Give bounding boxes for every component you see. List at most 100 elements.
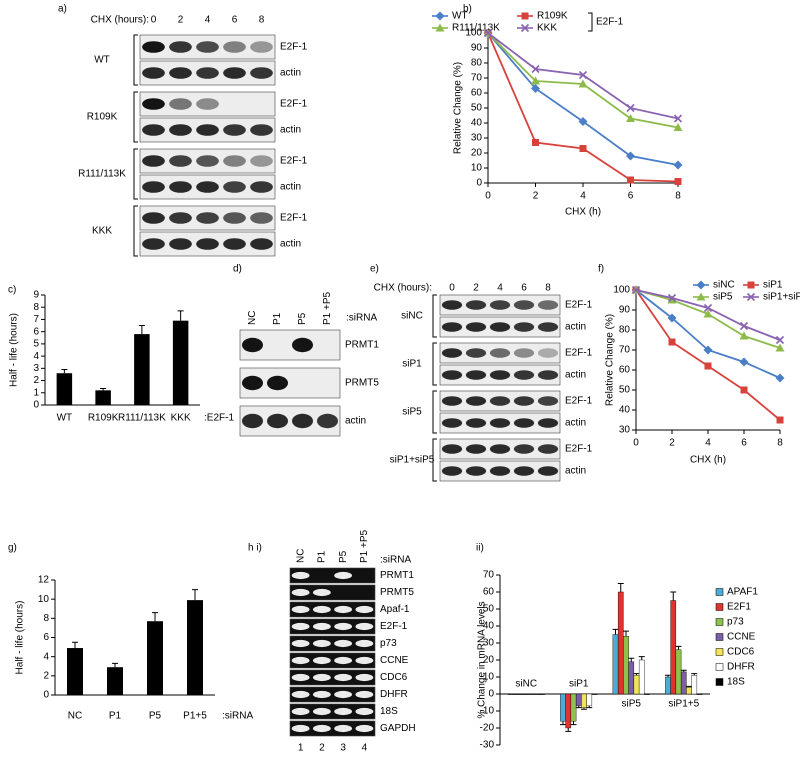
bar [612,634,619,695]
legend-label: 18S [727,677,745,688]
bar [570,693,577,722]
group-label: siP1 [402,359,422,370]
band [441,418,463,428]
band [242,337,263,353]
legend-swatch [715,603,724,611]
error-bar [570,721,577,726]
bar [565,693,572,729]
band [312,588,331,597]
bar [134,334,150,405]
error-bar [623,630,629,637]
x-tick-label: 4 [705,438,711,449]
lane-number: 2 [319,743,325,754]
band [441,396,463,406]
lane-suffix: :siRNA [346,313,377,324]
error-bar [100,388,107,391]
legend-swatch [715,663,724,671]
band [291,588,310,597]
lane-label: 4 [497,283,503,294]
y-tick-label: 20 [471,148,483,159]
y-tick-label: 90 [471,43,483,54]
band [537,300,559,310]
y-tick-label: 6 [33,326,39,337]
error-bar [628,657,635,662]
band [513,370,535,380]
band [334,707,353,716]
y-tick-label: 50 [471,103,483,114]
marker [704,362,712,370]
error-bar [670,591,677,601]
group-label: siNC [401,311,423,322]
row-label: E2F-1 [280,42,308,53]
band [465,348,487,358]
band [267,413,288,429]
y-tick-label: 100 [465,28,482,39]
marker [673,114,683,123]
y-axis-label: Relative Change (%) [605,314,616,406]
lane-label: P5 [338,550,349,563]
y-tick-label: 5 [33,339,39,350]
band [334,656,353,665]
x-tick-label: R109K [88,413,119,424]
band [355,690,374,699]
y-tick-label: 9 [33,290,39,301]
x-tick-label: R111/113K [118,413,166,424]
gel-row [289,635,376,652]
x-tick-label: 4 [580,191,586,202]
lane-label: P1 [317,550,328,563]
marker [578,117,588,126]
y-tick-label: 4 [33,351,39,362]
bar [575,693,582,707]
lane-label: 0 [449,283,455,294]
band [334,673,353,682]
error-bar [633,673,640,676]
legend-label: siP5 [713,292,733,303]
bar [691,675,698,695]
band [537,322,559,332]
category-label: siP5 [622,699,642,710]
y-tick-label: 30 [619,425,631,436]
band [142,98,165,110]
row-label: actin [565,466,586,477]
y-tick-label: 0 [33,400,39,411]
band [169,155,192,167]
row-label: E2F-1 [565,348,593,359]
group-bracket [432,438,437,482]
bar [187,600,203,695]
bar [617,591,624,695]
legend-marker [435,23,445,32]
row-label: E2F-1 [565,300,593,311]
group-label: WT [94,55,110,66]
band [489,322,511,332]
legend-label: siP1 [763,280,783,291]
bar [633,675,640,695]
row-label: GAPDH [380,723,416,734]
y-tick-label: 2 [33,375,39,386]
y-tick-label: 40 [483,621,495,632]
row-label: PRMT1 [380,570,414,581]
group-bracket [133,205,138,257]
bar [628,661,635,695]
row-label: E2F-1 [565,396,593,407]
band [169,124,192,136]
row-label: E2F-1 [280,156,308,167]
marker [626,151,635,161]
band [489,418,511,428]
x-tick-label: 6 [741,438,747,449]
band [196,212,219,224]
bar [670,600,677,695]
band [513,322,535,332]
band [142,238,165,250]
x-tick-label: 2 [669,438,675,449]
y-tick-label: 30 [471,133,483,144]
y-tick-label: 50 [483,604,495,615]
y-tick-label: 8 [43,613,49,624]
marker [626,114,635,122]
row-label: PRMT1 [345,340,379,351]
marker [667,295,677,304]
band [223,212,246,224]
band [513,466,535,476]
legend-label: E2F1 [727,602,751,613]
y-tick-label: 8 [33,302,39,313]
